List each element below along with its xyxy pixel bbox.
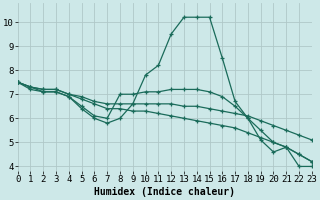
X-axis label: Humidex (Indice chaleur): Humidex (Indice chaleur) [94, 187, 235, 197]
